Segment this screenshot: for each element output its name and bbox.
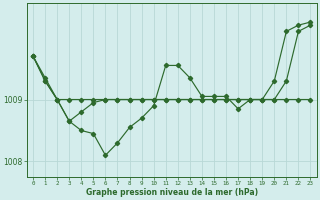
X-axis label: Graphe pression niveau de la mer (hPa): Graphe pression niveau de la mer (hPa): [86, 188, 258, 197]
